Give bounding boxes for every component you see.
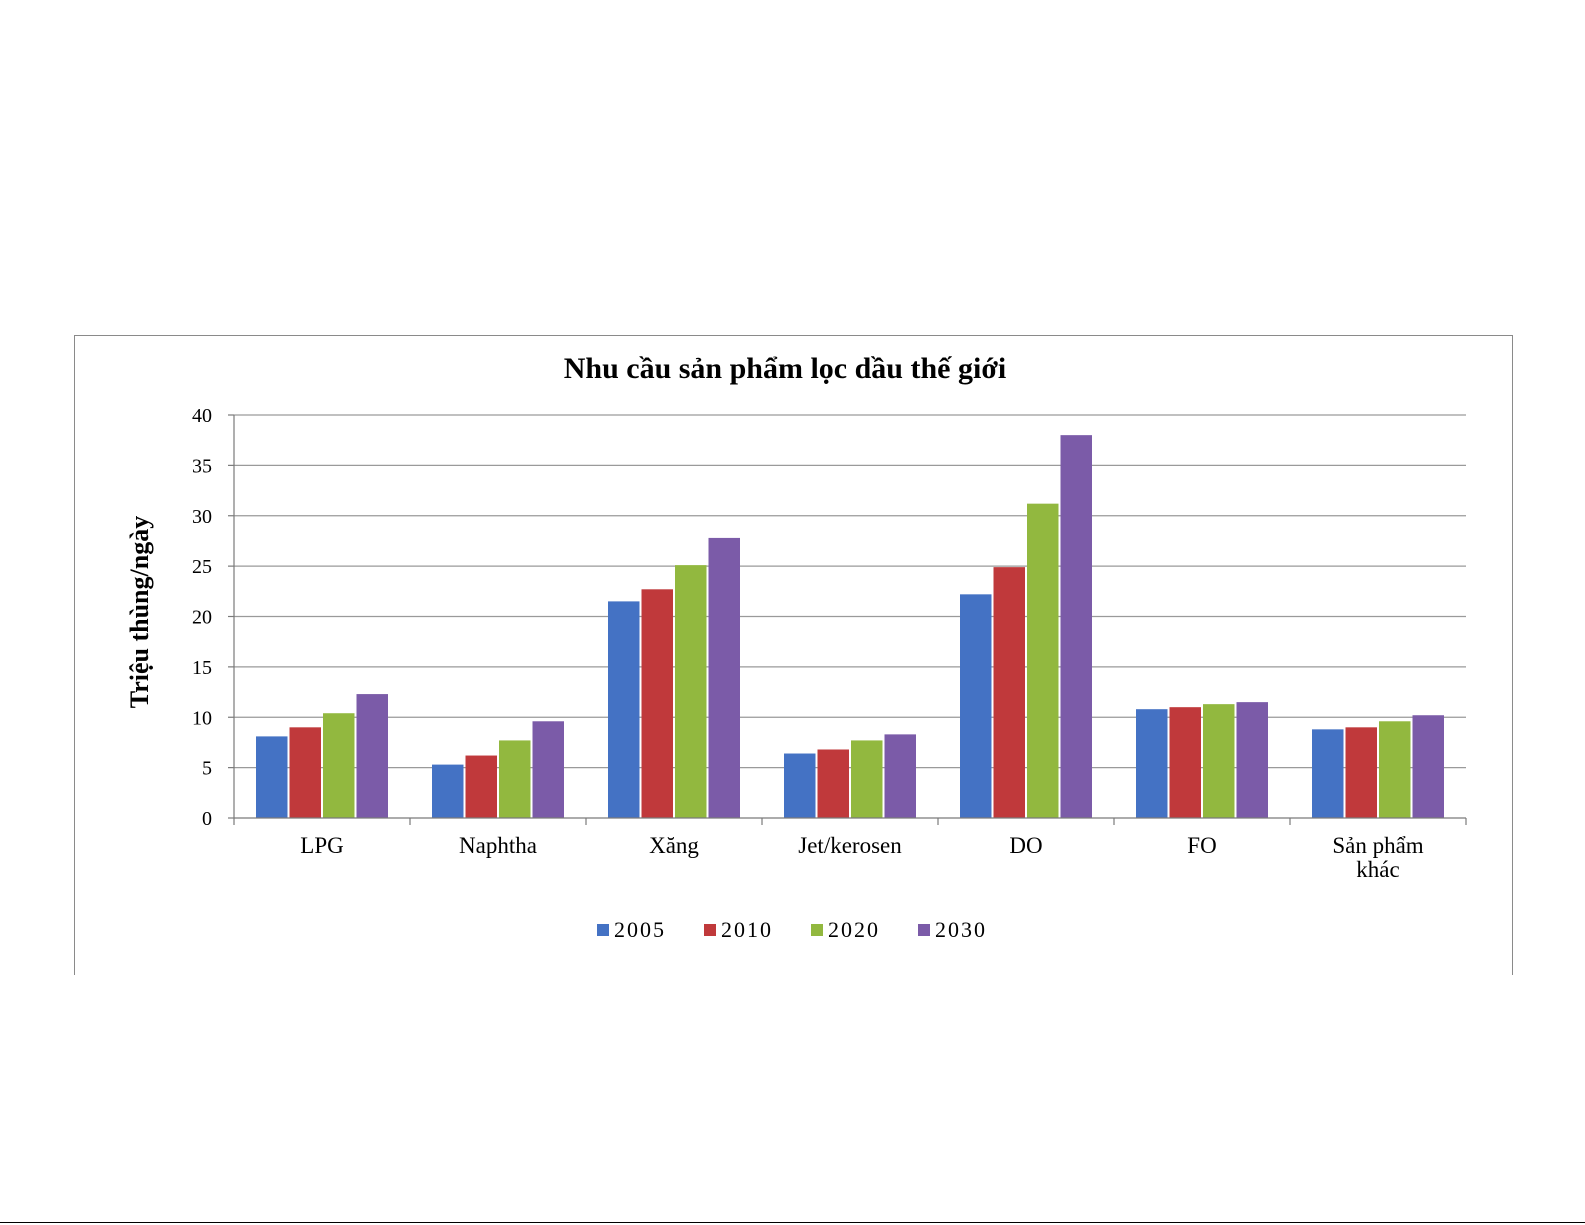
bars [256,435,1444,818]
y-tick-label: 25 [192,556,212,578]
bar-2020-5 [1203,704,1235,818]
bar-2030-0 [356,694,388,818]
bar-2030-5 [1236,702,1268,818]
bar-2005-0 [256,736,288,818]
bar-2005-2 [608,601,640,818]
bar-2020-6 [1379,721,1411,818]
legend-swatch-2005 [597,924,609,936]
bar-2020-2 [675,565,707,818]
y-tick-labels: 0 5 10 15 20 25 30 35 40 [192,405,212,830]
x-tick-label: Naphtha [459,833,537,858]
y-tick-label: 15 [192,657,212,679]
y-tick-label: 5 [202,758,212,780]
bar-2030-3 [884,734,916,818]
bar-2020-4 [1027,503,1059,818]
page-bottom-rule [0,1222,1585,1223]
bar-2010-4 [993,567,1025,818]
axes [228,414,1467,825]
legend-label: 2030 [935,917,987,942]
y-tick-label: 0 [202,808,212,830]
bar-2030-1 [532,721,564,818]
y-axis-label: Triệu thùng/ngày [125,516,154,708]
bar-2030-6 [1412,715,1444,818]
bar-2010-3 [817,749,849,818]
y-tick-label: 10 [192,707,212,729]
chart-title: Nhu cầu sản phẩm lọc dầu thế giới [564,352,1007,385]
y-tick-label: 40 [192,405,212,427]
legend-swatch-2030 [918,924,930,936]
x-tick-label: FO [1187,833,1216,858]
y-tick-label: 30 [192,506,212,528]
bar-2010-1 [465,755,497,818]
bar-2020-1 [499,740,531,818]
bar-2020-0 [323,713,355,818]
bar-2010-5 [1169,707,1201,818]
bar-2010-6 [1345,727,1377,818]
bar-2005-5 [1136,709,1168,818]
legend-swatch-2010 [704,924,716,936]
y-tick-label: 20 [192,607,212,629]
bar-2005-6 [1312,729,1344,818]
x-tick-label: Sản phẩm khác [1332,833,1423,882]
gridlines [234,414,1466,769]
legend-label: 2005 [614,917,666,942]
x-tick-labels: LPG Naphtha Xăng Jet/kerosen DO FO Sản phẩm khá… [300,833,1424,882]
chart-frame [74,335,1513,975]
bar-2005-1 [432,764,464,818]
y-tick-label: 35 [192,455,212,477]
bar-2030-2 [708,537,740,818]
legend: 2005 2010 2020 2030 [597,917,987,942]
bar-2005-3 [784,753,816,818]
bar-2010-2 [641,589,673,818]
bar-2005-4 [960,594,992,818]
bar-2010-0 [289,727,321,818]
legend-label: 2020 [828,917,880,942]
legend-swatch-2020 [811,924,823,936]
x-tick-label: Xăng [649,833,699,858]
x-tick-label: Jet/kerosen [798,833,902,858]
legend-label: 2010 [721,917,773,942]
bar-2020-3 [851,740,883,818]
bar-2030-4 [1060,435,1092,818]
x-tick-label: DO [1009,833,1042,858]
x-tick-label: LPG [300,833,343,858]
